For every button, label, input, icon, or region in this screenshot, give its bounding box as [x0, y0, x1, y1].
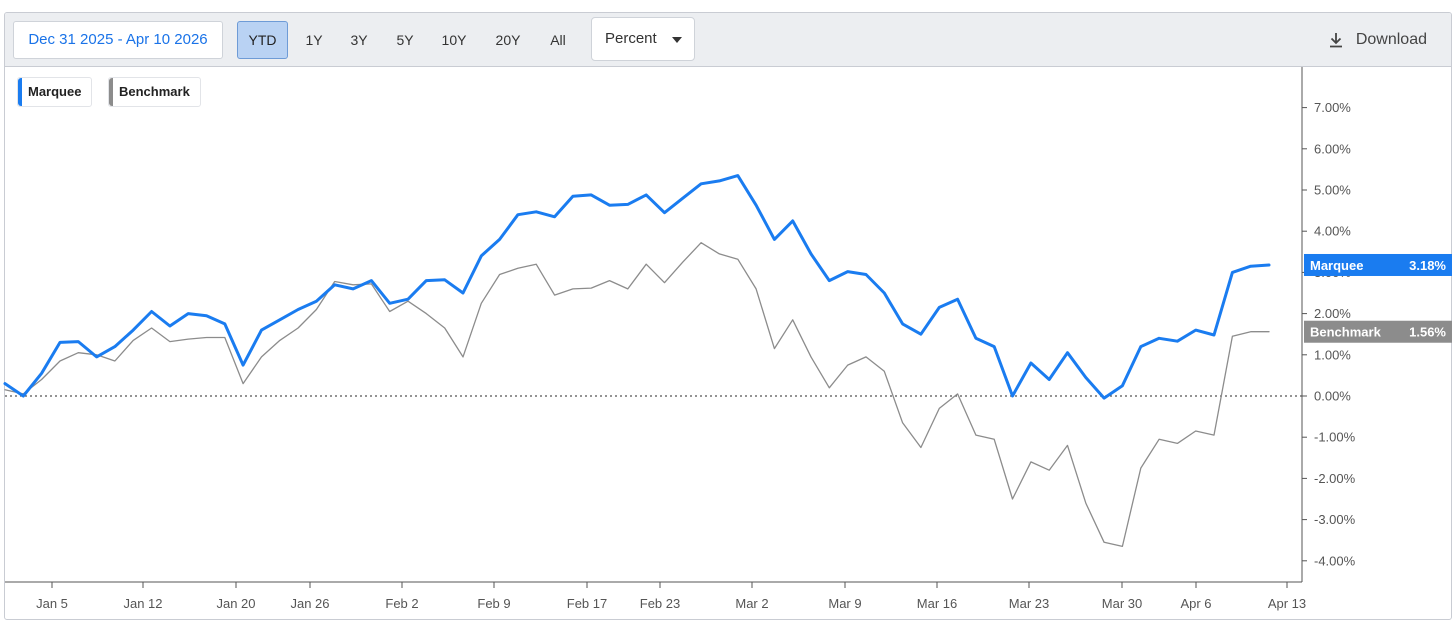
- x-tick-label: Mar 2: [735, 596, 768, 611]
- last-value-flag-name: Benchmark: [1310, 325, 1382, 340]
- legend-swatch-marquee: [18, 78, 22, 106]
- period-button-1y[interactable]: 1Y: [305, 32, 323, 48]
- display-mode-select[interactable]: Percent: [591, 17, 695, 61]
- y-tick-label: -2.00%: [1314, 471, 1356, 486]
- x-tick-label: Feb 17: [567, 596, 607, 611]
- download-icon: [1329, 33, 1342, 48]
- period-button-5y[interactable]: 5Y: [396, 32, 414, 48]
- series-line-benchmark: [4, 242, 1270, 548]
- y-tick-label: 5.00%: [1314, 183, 1351, 198]
- x-tick-label: Mar 16: [917, 596, 957, 611]
- y-tick-label: -1.00%: [1314, 430, 1356, 445]
- download-label: Download: [1355, 31, 1427, 48]
- chart-toolbar: Dec 31 2025 - Apr 10 2026 YTD 1Y 3Y 5Y 1…: [5, 13, 1451, 67]
- series-line-marquee: [3, 174, 1271, 400]
- download-button[interactable]: Download: [1328, 21, 1427, 59]
- x-tick-label: Apr 6: [1180, 596, 1211, 611]
- y-tick-label: 2.00%: [1314, 306, 1351, 321]
- legend-label-marquee: Marquee: [28, 84, 82, 99]
- period-button-ytd[interactable]: YTD: [237, 21, 288, 59]
- y-tick-label: -3.00%: [1314, 512, 1356, 527]
- x-tick-label: Mar 30: [1102, 596, 1142, 611]
- last-value-flag-name: Marquee: [1310, 258, 1363, 273]
- legend-swatch-benchmark: [109, 78, 113, 106]
- last-value-flag-marquee: [1304, 253, 1452, 276]
- period-button-10y[interactable]: 10Y: [441, 32, 467, 48]
- x-tick-label: Feb 2: [385, 596, 418, 611]
- date-range-picker[interactable]: Dec 31 2025 - Apr 10 2026: [13, 21, 223, 59]
- y-tick-label: 7.00%: [1314, 100, 1351, 115]
- caret-down-icon: [672, 37, 682, 43]
- x-tick-label: Jan 12: [123, 596, 162, 611]
- y-tick-label: 6.00%: [1314, 141, 1351, 156]
- legend-item-marquee[interactable]: Marquee: [17, 77, 93, 107]
- period-button-all[interactable]: All: [550, 32, 566, 48]
- chart-panel: Dec 31 2025 - Apr 10 2026 YTD 1Y 3Y 5Y 1…: [4, 12, 1452, 620]
- legend-item-benchmark[interactable]: Benchmark: [108, 77, 201, 107]
- y-tick-label: 0.00%: [1314, 389, 1351, 404]
- x-tick-label: Mar 9: [828, 596, 861, 611]
- display-mode-value: Percent: [605, 30, 657, 47]
- period-button-20y[interactable]: 20Y: [495, 32, 521, 48]
- x-tick-label: Feb 9: [477, 596, 510, 611]
- y-tick-label: 4.00%: [1314, 224, 1351, 239]
- period-button-3y[interactable]: 3Y: [350, 32, 368, 48]
- x-tick-label: Feb 23: [640, 596, 680, 611]
- y-tick-label: -4.00%: [1314, 553, 1356, 568]
- legend-label-benchmark: Benchmark: [119, 84, 190, 99]
- last-value-flag-value: 3.18%: [1409, 258, 1446, 273]
- x-tick-label: Jan 5: [36, 596, 68, 611]
- x-tick-label: Jan 20: [216, 596, 255, 611]
- last-value-flag-benchmark: [1304, 320, 1452, 343]
- x-tick-label: Jan 26: [290, 596, 329, 611]
- last-value-flag-value: 1.56%: [1409, 325, 1446, 340]
- x-tick-label: Apr 13: [1268, 596, 1306, 611]
- x-tick-label: Mar 23: [1009, 596, 1049, 611]
- y-tick-label: 1.00%: [1314, 347, 1351, 362]
